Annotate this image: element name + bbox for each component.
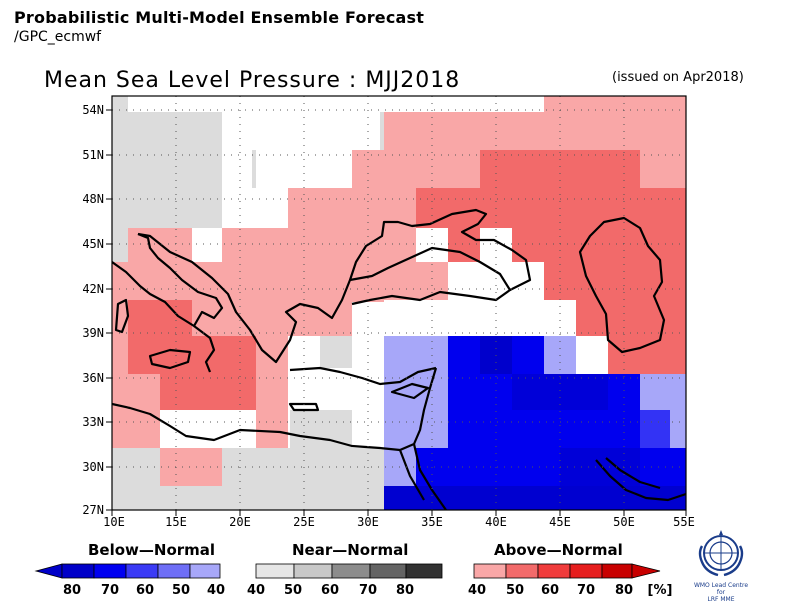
legend-swatch [61, 563, 95, 579]
lon-label: 40E [485, 515, 507, 529]
legend-swatch [601, 563, 633, 579]
legend-label: 80 [63, 583, 81, 598]
legend-swatch [537, 563, 571, 579]
lon-label: 55E [673, 515, 695, 529]
legend-swatch [569, 563, 603, 579]
forecast-header: Probabilistic Multi-Model Ensemble Forec… [14, 8, 425, 27]
lon-label: 50E [613, 515, 635, 529]
legend-swatch [189, 563, 221, 579]
wmo-logo: WMO Lead Centre for LRF MME [690, 528, 752, 603]
longitude-labels: 10E 15E 20E 25E 30E 35E 40E 45E 50E 55E [103, 515, 695, 529]
legend-label: 40 [247, 583, 265, 598]
lon-label: 35E [421, 515, 443, 529]
legend-label: 80 [396, 583, 414, 598]
lon-label: 15E [165, 515, 187, 529]
legend-swatch [93, 563, 127, 579]
legend-label: 60 [541, 583, 559, 598]
map-title: Mean Sea Level Pressure : MJJ2018 [44, 68, 461, 93]
lat-label: 45N [82, 237, 104, 251]
legend-swatch [125, 563, 159, 579]
legend-swatch [369, 563, 407, 579]
legend-title-above: Above—Normal [494, 541, 623, 559]
legend-label: 50 [172, 583, 190, 598]
legend-near-normal: 40 50 60 70 80 [247, 563, 443, 598]
legend-label: 60 [321, 583, 339, 598]
lat-label: 36N [82, 371, 104, 385]
legend-label: 70 [101, 583, 119, 598]
legend-swatch [473, 563, 507, 579]
lat-label: 27N [82, 503, 104, 517]
legend-above-normal: 40 50 60 70 80 [%] [468, 563, 673, 598]
legend-unit: [%] [648, 583, 673, 598]
lon-label: 45E [549, 515, 571, 529]
legend-label: 40 [468, 583, 486, 598]
coastlines [112, 208, 686, 510]
legend-swatch [331, 563, 371, 579]
lon-label: 30E [357, 515, 379, 529]
lat-label: 48N [82, 192, 104, 206]
lon-label: 20E [229, 515, 251, 529]
lat-label: 30N [82, 460, 104, 474]
lat-label: 39N [82, 326, 104, 340]
latitude-labels: 54N 51N 48N 45N 42N 39N 36N 33N 30N 27N [82, 103, 104, 517]
wmo-emblem-icon [698, 530, 744, 577]
lat-label: 54N [82, 103, 104, 117]
legend-swatch [293, 563, 333, 579]
legend-arrow-right [631, 563, 661, 579]
legend-below-normal: 80 70 60 50 40 [34, 563, 225, 598]
legend-label: 70 [359, 583, 377, 598]
lat-label: 42N [82, 282, 104, 296]
logo-text-line1: WMO Lead Centre for [693, 582, 749, 596]
legend-swatch [405, 563, 443, 579]
legend-swatch [157, 563, 191, 579]
legend-label: 40 [207, 583, 225, 598]
legend-label: 50 [506, 583, 524, 598]
legend-title-below: Below—Normal [88, 541, 216, 559]
grid-lines [112, 96, 686, 510]
plot-frame [111, 95, 687, 511]
lat-label: 33N [82, 415, 104, 429]
legend-label: 80 [615, 583, 633, 598]
legend-label: 50 [284, 583, 302, 598]
lat-label: 51N [82, 148, 104, 162]
axis-ticks [106, 109, 687, 516]
legend-label: 70 [577, 583, 595, 598]
issued-date: (issued on Apr2018) [612, 70, 744, 85]
lon-label: 25E [293, 515, 315, 529]
legend-label: 60 [136, 583, 154, 598]
legend-swatch [505, 563, 539, 579]
legend-title-near: Near—Normal [292, 541, 409, 559]
lon-label: 10E [103, 515, 125, 529]
probability-shading [112, 96, 686, 510]
legend-swatch [255, 563, 295, 579]
legend-arrow-left [34, 563, 63, 579]
source-label: /GPC_ecmwf [14, 29, 102, 45]
